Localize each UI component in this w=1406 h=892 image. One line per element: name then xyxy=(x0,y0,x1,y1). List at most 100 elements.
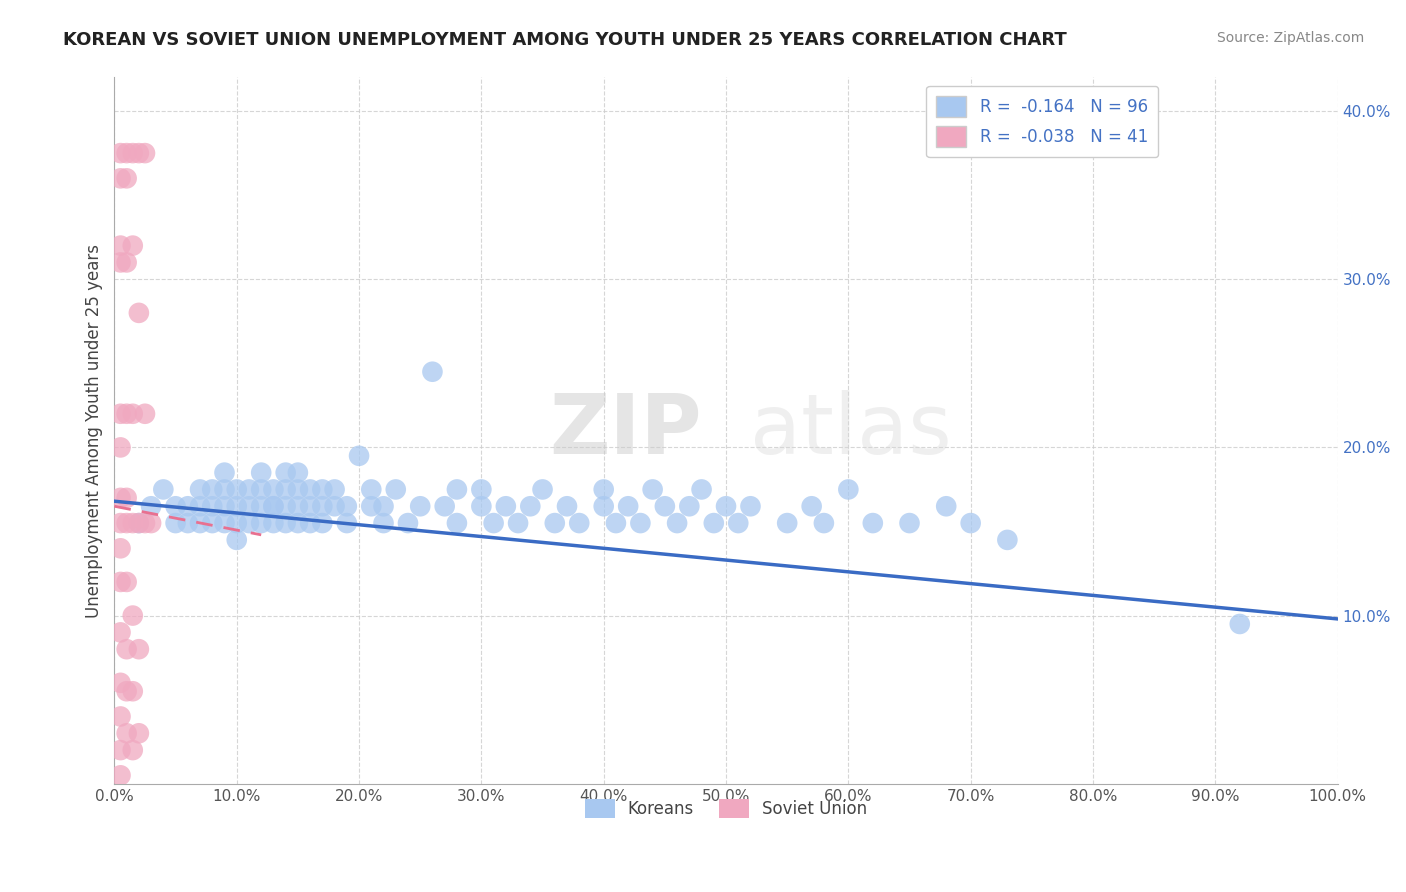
Point xyxy=(1229,617,1251,632)
Point xyxy=(360,483,382,497)
Point xyxy=(592,483,614,497)
Point xyxy=(262,500,284,514)
Point xyxy=(121,146,143,161)
Point xyxy=(188,483,211,497)
Point xyxy=(134,516,156,530)
Point xyxy=(446,516,468,530)
Point xyxy=(678,500,700,514)
Point xyxy=(110,171,132,186)
Point xyxy=(519,500,541,514)
Point xyxy=(446,483,468,497)
Point xyxy=(727,516,749,530)
Point xyxy=(311,516,333,530)
Point xyxy=(262,500,284,514)
Point xyxy=(165,516,187,530)
Point xyxy=(605,516,627,530)
Point xyxy=(121,608,143,623)
Point xyxy=(110,238,132,252)
Point xyxy=(134,146,156,161)
Point xyxy=(287,466,309,480)
Point xyxy=(110,743,132,757)
Point xyxy=(110,709,132,723)
Point xyxy=(800,500,823,514)
Point xyxy=(225,500,247,514)
Point xyxy=(274,483,297,497)
Point xyxy=(714,500,737,514)
Point xyxy=(128,516,150,530)
Point xyxy=(617,500,640,514)
Point xyxy=(214,466,236,480)
Point xyxy=(121,743,143,757)
Point xyxy=(274,516,297,530)
Point xyxy=(115,726,138,740)
Point xyxy=(935,500,957,514)
Text: atlas: atlas xyxy=(751,390,952,471)
Point xyxy=(311,483,333,497)
Point xyxy=(495,500,517,514)
Point xyxy=(110,255,132,269)
Point xyxy=(360,500,382,514)
Point xyxy=(177,516,200,530)
Point xyxy=(115,407,138,421)
Point xyxy=(188,500,211,514)
Point xyxy=(506,516,529,530)
Point xyxy=(482,516,505,530)
Point xyxy=(250,500,273,514)
Point xyxy=(152,483,174,497)
Point xyxy=(115,491,138,505)
Point xyxy=(121,238,143,252)
Point xyxy=(201,483,224,497)
Text: ZIP: ZIP xyxy=(550,390,702,471)
Point xyxy=(214,500,236,514)
Point xyxy=(201,500,224,514)
Point xyxy=(115,171,138,186)
Point xyxy=(115,516,138,530)
Point xyxy=(287,516,309,530)
Point xyxy=(740,500,762,514)
Text: Source: ZipAtlas.com: Source: ZipAtlas.com xyxy=(1216,31,1364,45)
Point xyxy=(250,516,273,530)
Point xyxy=(225,516,247,530)
Point xyxy=(121,516,143,530)
Point xyxy=(837,483,859,497)
Point xyxy=(690,483,713,497)
Point xyxy=(299,483,322,497)
Point xyxy=(409,500,432,514)
Point xyxy=(641,483,664,497)
Point xyxy=(959,516,981,530)
Point xyxy=(128,642,150,657)
Point xyxy=(531,483,554,497)
Point xyxy=(177,500,200,514)
Point xyxy=(384,483,406,497)
Point xyxy=(336,500,359,514)
Point xyxy=(555,500,578,514)
Point xyxy=(214,516,236,530)
Point xyxy=(262,483,284,497)
Point xyxy=(666,516,689,530)
Point xyxy=(311,500,333,514)
Point xyxy=(110,407,132,421)
Point xyxy=(139,516,162,530)
Point xyxy=(995,533,1018,547)
Point xyxy=(433,500,456,514)
Point xyxy=(110,491,132,505)
Point xyxy=(262,516,284,530)
Point xyxy=(121,684,143,698)
Point xyxy=(115,684,138,698)
Point xyxy=(115,146,138,161)
Point xyxy=(110,541,132,556)
Point xyxy=(110,625,132,640)
Point xyxy=(110,676,132,690)
Point xyxy=(134,407,156,421)
Point xyxy=(225,483,247,497)
Point xyxy=(110,768,132,782)
Point xyxy=(347,449,370,463)
Point xyxy=(274,500,297,514)
Point xyxy=(121,407,143,421)
Y-axis label: Unemployment Among Youth under 25 years: Unemployment Among Youth under 25 years xyxy=(86,244,103,617)
Point xyxy=(373,500,395,514)
Point xyxy=(323,483,346,497)
Point xyxy=(128,306,150,320)
Point xyxy=(110,574,132,589)
Point xyxy=(422,365,444,379)
